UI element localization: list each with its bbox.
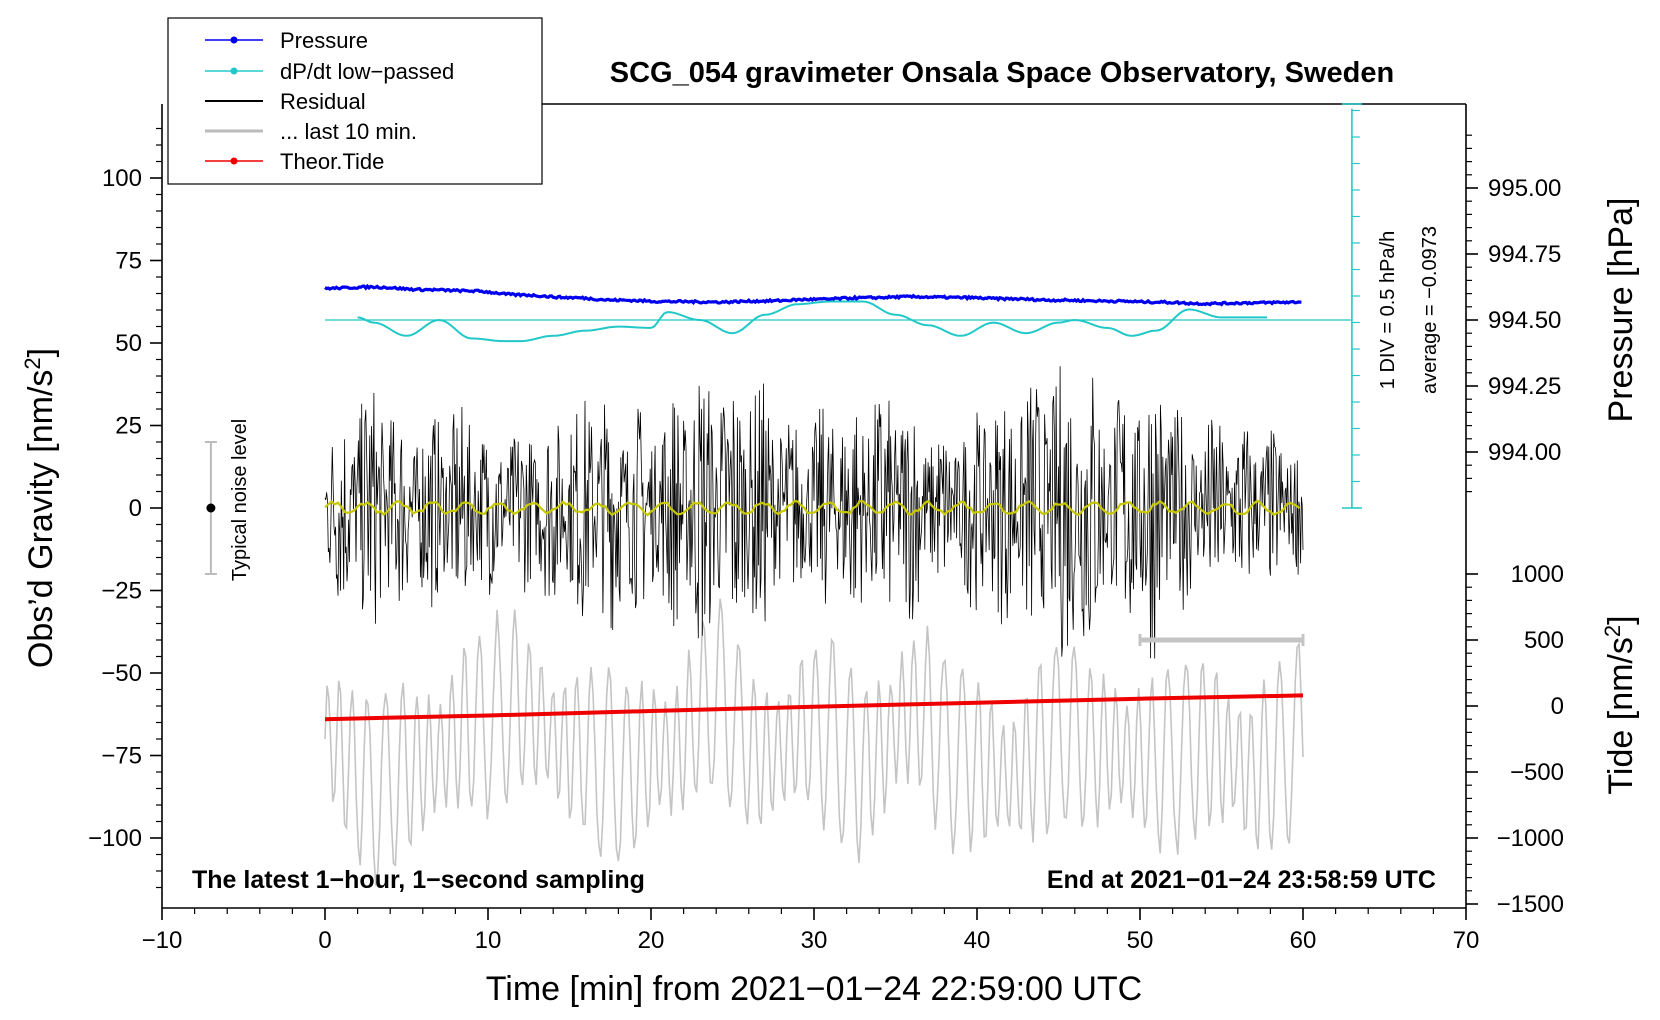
pressure-tick-label: 994.00 [1488, 439, 1561, 466]
legend-label-dpdt: dP/dt low−passed [280, 59, 454, 84]
x-tick-label: 30 [801, 927, 828, 954]
x-tick-label: 40 [964, 927, 991, 954]
gravity-label-sup: 2 [20, 357, 45, 369]
gravity-tick-label: −50 [101, 660, 142, 687]
x-tick-label: 20 [638, 927, 665, 954]
tide-label-end: ] [1602, 615, 1640, 624]
note-sampling: The latest 1−hour, 1−second sampling [192, 866, 645, 894]
x-tick-label: 60 [1290, 927, 1317, 954]
gravity-tick-label: 75 [115, 248, 142, 275]
x-axis-title: Time [min] from 2021−01−24 22:59:00 UTC [486, 970, 1142, 1008]
gravity-tick-label: 100 [102, 165, 142, 192]
legend-marker-tide [230, 157, 238, 165]
x-tick-label: −10 [142, 927, 183, 954]
gravity-label-main: Obs’d Gravity [nm/s [22, 370, 60, 669]
dpdt-average-label: average = −0.0973 [1419, 226, 1441, 394]
x-tick-label: 70 [1453, 927, 1480, 954]
pressure-series-line [324, 283, 1302, 307]
series-group [324, 283, 1352, 886]
gravity-tick-label: 50 [115, 330, 142, 357]
chart-title: SCG_054 gravimeter Onsala Space Observat… [610, 57, 1394, 89]
tide-tick-label: −1500 [1497, 891, 1564, 918]
pressure-tick-label: 994.25 [1488, 373, 1561, 400]
legend: Pressure dP/dt low−passed Residual ... l… [167, 17, 543, 185]
x-tick-label: 0 [318, 927, 331, 954]
tide-label-main: Tide [nm/s [1602, 637, 1640, 794]
y-axis-title-tide: Tide [nm/s2] [1600, 615, 1641, 794]
y-axis-title-pressure: Pressure [hPa] [1602, 198, 1640, 423]
legend-label-residual: Residual [280, 89, 366, 114]
legend-marker-pressure [230, 36, 238, 44]
tick-group: −10 0 10 20 30 40 50 60 701007550250−25−50−75−10… [88, 127, 1564, 954]
gravity-tick-label: −75 [101, 743, 142, 770]
noise-level-label: Typical noise level [229, 419, 251, 581]
gravity-tick-label: 25 [115, 413, 142, 440]
tide-series-line [324, 693, 1304, 722]
x-tick-label: 50 [1127, 927, 1154, 954]
noise-center-dot [206, 503, 216, 513]
tide-tick-label: −500 [1510, 759, 1564, 786]
x-tick-label: 10 [475, 927, 502, 954]
residual-lowpass-line [324, 499, 1301, 517]
overlay-group [204, 103, 1362, 646]
gravity-label-end: ] [22, 348, 60, 357]
gravity-tick-label: −25 [101, 578, 142, 605]
tide-tick-label: 0 [1551, 693, 1564, 720]
gravity-tick-label: −100 [88, 825, 142, 852]
dpdt-scale-label: 1 DIV = 0.5 hPa/h [1377, 231, 1399, 389]
legend-marker-dpdt [230, 67, 238, 75]
legend-label-pressure: Pressure [280, 28, 368, 53]
pressure-tick-label: 994.75 [1488, 241, 1561, 268]
tide-tick-label: 1000 [1511, 561, 1564, 588]
tide-tick-label: 500 [1524, 627, 1564, 654]
last10-series-line [324, 598, 1304, 886]
note-end-time: End at 2021−01−24 23:58:59 UTC [1047, 866, 1436, 894]
tide-label-sup: 2 [1600, 625, 1625, 637]
tide-tick-label: −1000 [1497, 825, 1564, 852]
gravity-tick-label: 0 [129, 495, 142, 522]
legend-label-tide: Theor.Tide [280, 149, 384, 174]
residual-series-line [324, 366, 1304, 659]
pressure-tick-label: 994.50 [1488, 307, 1561, 334]
y-axis-title-gravity: Obs’d Gravity [nm/s2] [20, 348, 61, 668]
pressure-tick-label: 995.00 [1488, 175, 1561, 202]
legend-label-last10: ... last 10 min. [280, 119, 417, 144]
dpdt-series-line [357, 300, 1268, 343]
